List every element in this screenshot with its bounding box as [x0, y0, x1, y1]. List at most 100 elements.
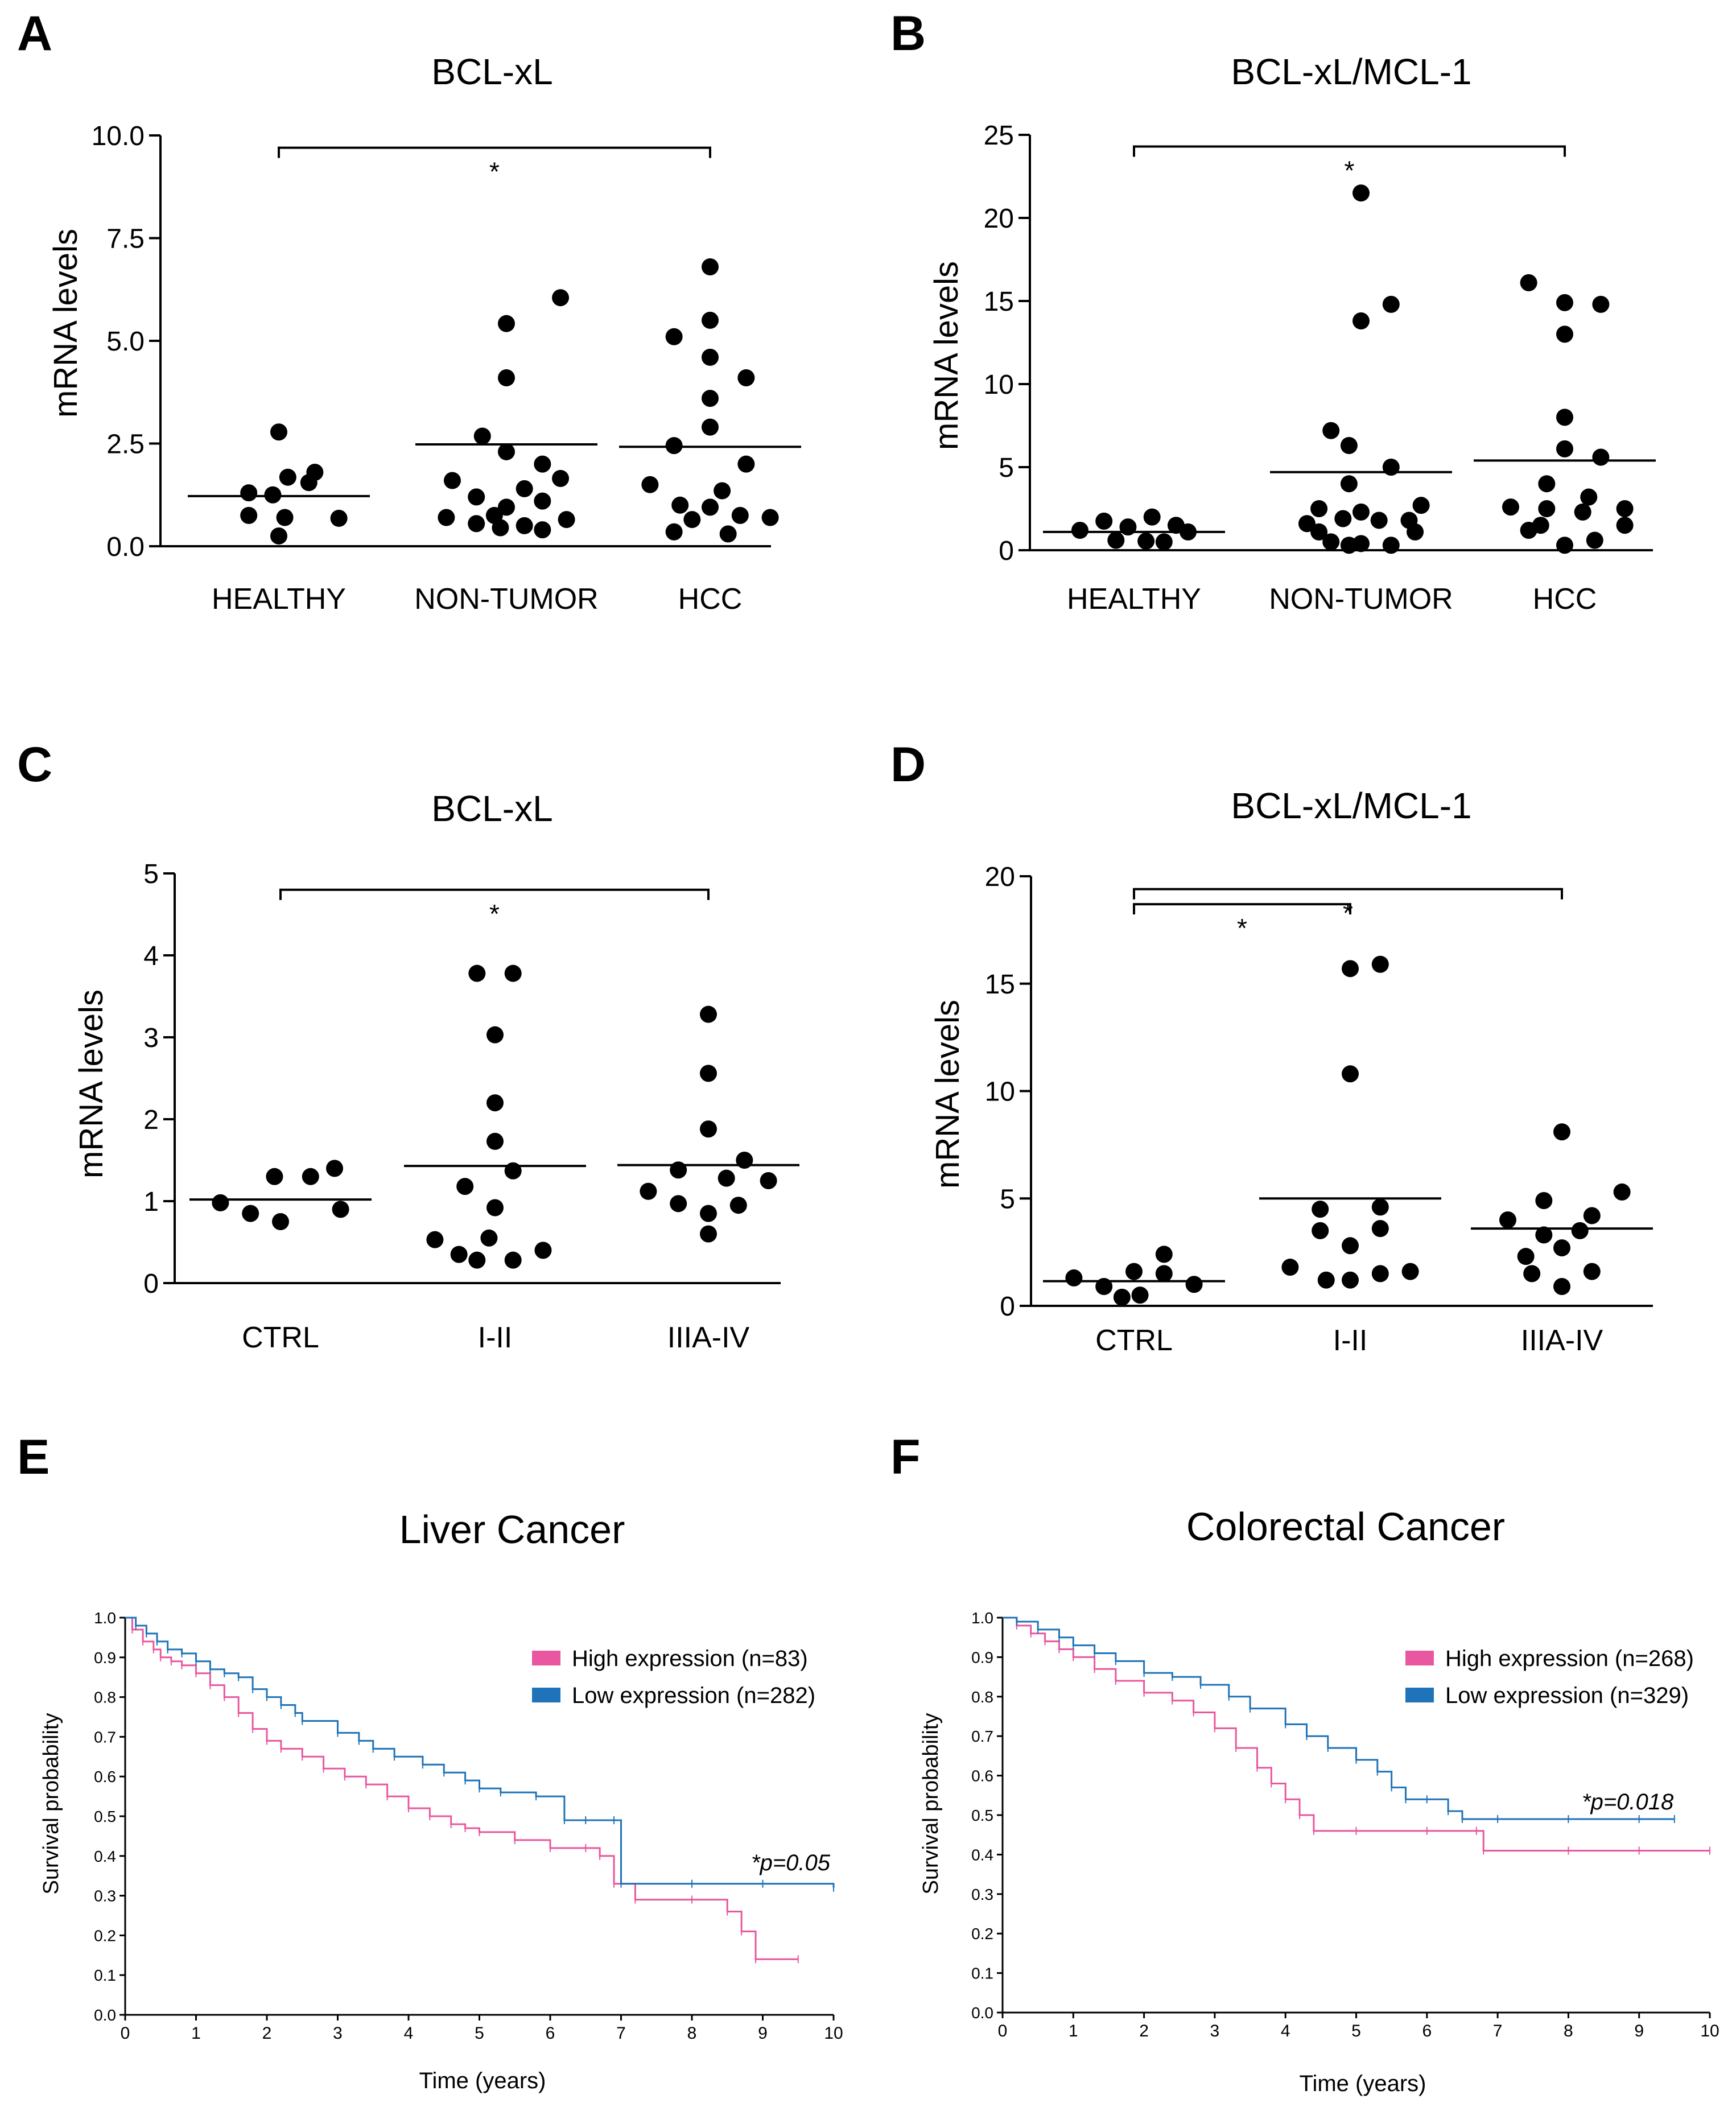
data-point-a — [702, 348, 719, 366]
data-point-b — [1382, 295, 1400, 313]
data-point-a — [516, 517, 533, 534]
data-point-d — [1517, 1248, 1535, 1265]
x-category-label-c: IIIA-IV — [667, 1321, 750, 1354]
data-point-d — [1535, 1192, 1553, 1210]
y-tick-label-f: 0.2 — [971, 1925, 993, 1943]
y-axis-label-c: mRNA levels — [73, 989, 110, 1178]
data-point-b — [1071, 521, 1088, 539]
data-point-c — [670, 1195, 687, 1213]
data-point-d — [1583, 1207, 1601, 1224]
y-tick-label-f: 0.1 — [971, 1965, 993, 1982]
data-point-b — [1502, 498, 1519, 516]
data-point-d — [1535, 1226, 1553, 1244]
x-category-label-d: IIIA-IV — [1521, 1324, 1603, 1357]
x-axis-label-f: Time (years) — [1300, 2071, 1426, 2096]
y-tick-label-f: 0.0 — [971, 2004, 993, 2022]
x-category-label-d: CTRL — [1095, 1324, 1173, 1357]
data-point-a — [702, 258, 719, 276]
data-point-a — [702, 498, 719, 516]
y-tick-label-d: 15 — [985, 970, 1015, 1000]
data-point-d — [1342, 1237, 1359, 1255]
x-tick-label-e: 9 — [758, 2024, 768, 2043]
y-tick-label-e: 0.9 — [94, 1649, 116, 1667]
data-point-d — [1583, 1263, 1601, 1280]
data-point-b — [1616, 517, 1634, 534]
data-point-a — [731, 506, 749, 524]
data-point-b — [1556, 409, 1573, 426]
data-point-b — [1520, 274, 1537, 291]
data-point-b — [1155, 533, 1173, 551]
data-point-a — [498, 443, 515, 460]
x-tick-label-f: 7 — [1493, 2022, 1503, 2040]
data-point-c — [212, 1194, 229, 1211]
y-tick-label-a: 2.5 — [106, 430, 145, 460]
data-point-d — [1553, 1123, 1570, 1141]
legend-label-low-e: Low expression (n=282) — [572, 1683, 815, 1708]
y-tick-label-f: 0.8 — [971, 1688, 993, 1706]
data-point-b — [1586, 531, 1603, 549]
chart-title-b: BCL-xL/MCL-1 — [1231, 51, 1471, 92]
data-point-b — [1095, 512, 1113, 530]
y-tick-label-e: 0.2 — [94, 1927, 116, 1944]
x-tick-label-f: 5 — [1351, 2022, 1361, 2040]
data-point-a — [516, 480, 533, 497]
x-tick-label-f: 10 — [1700, 2022, 1719, 2040]
y-tick-label-e: 0.8 — [94, 1689, 116, 1706]
x-category-label-d: I-II — [1333, 1324, 1368, 1357]
data-point-b — [1298, 515, 1316, 533]
data-point-c — [729, 1197, 747, 1214]
data-point-b — [1538, 475, 1556, 493]
data-point-b — [1143, 508, 1161, 526]
x-tick-label-e: 8 — [687, 2024, 697, 2043]
y-tick-label-f: 0.7 — [971, 1727, 993, 1745]
chart-title-e: Liver Cancer — [399, 1507, 625, 1552]
data-point-c — [326, 1160, 344, 1177]
data-point-a — [665, 328, 683, 345]
data-point-b — [1310, 500, 1328, 517]
y-tick-label-e: 0.3 — [94, 1887, 116, 1905]
x-category-label-a: NON-TUMOR — [414, 583, 599, 616]
data-point-c — [700, 1120, 717, 1138]
data-point-a — [498, 315, 515, 332]
data-point-a — [270, 527, 287, 545]
y-tick-label-f: 0.6 — [971, 1767, 993, 1785]
data-point-c — [486, 1026, 504, 1044]
data-point-c — [332, 1201, 349, 1218]
data-point-c — [670, 1161, 687, 1179]
x-tick-label-f: 2 — [1139, 2022, 1149, 2040]
data-point-d — [1342, 1065, 1359, 1083]
chart-title-a: BCL-xL — [431, 51, 552, 92]
y-axis-label-b: mRNA levels — [928, 261, 965, 450]
legend-swatch-low-e — [532, 1688, 560, 1702]
data-point-a — [641, 476, 659, 493]
y-tick-label-d: 20 — [985, 862, 1015, 892]
data-point-a — [492, 519, 509, 537]
data-point-a — [473, 427, 491, 445]
y-tick-label-f: 0.9 — [971, 1648, 993, 1666]
x-tick-label-f: 4 — [1281, 2022, 1290, 2040]
y-tick-label-b: 20 — [984, 204, 1014, 234]
significance-bracket-b — [1133, 145, 1566, 157]
data-point-c — [640, 1182, 657, 1200]
data-point-c — [736, 1152, 753, 1169]
data-point-d — [1065, 1269, 1083, 1287]
data-point-b — [1556, 537, 1573, 554]
significance-star-a: * — [489, 157, 500, 187]
data-point-c — [302, 1168, 319, 1185]
data-point-d — [1553, 1239, 1570, 1257]
data-point-d — [1342, 1271, 1359, 1289]
data-point-a — [534, 521, 551, 539]
data-point-c — [480, 1229, 498, 1247]
y-tick-label-b: 5 — [999, 453, 1014, 483]
x-category-label-a: HEALTHY — [212, 583, 346, 616]
data-point-b — [1119, 518, 1137, 536]
data-point-b — [1352, 503, 1370, 521]
data-point-b — [1382, 459, 1400, 476]
data-point-a — [264, 486, 282, 504]
data-point-a — [534, 455, 551, 473]
data-point-a — [552, 289, 570, 307]
data-point-c — [272, 1213, 289, 1230]
y-tick-label-a: 10.0 — [92, 121, 145, 151]
data-point-a — [683, 511, 701, 529]
data-point-b — [1370, 512, 1388, 529]
